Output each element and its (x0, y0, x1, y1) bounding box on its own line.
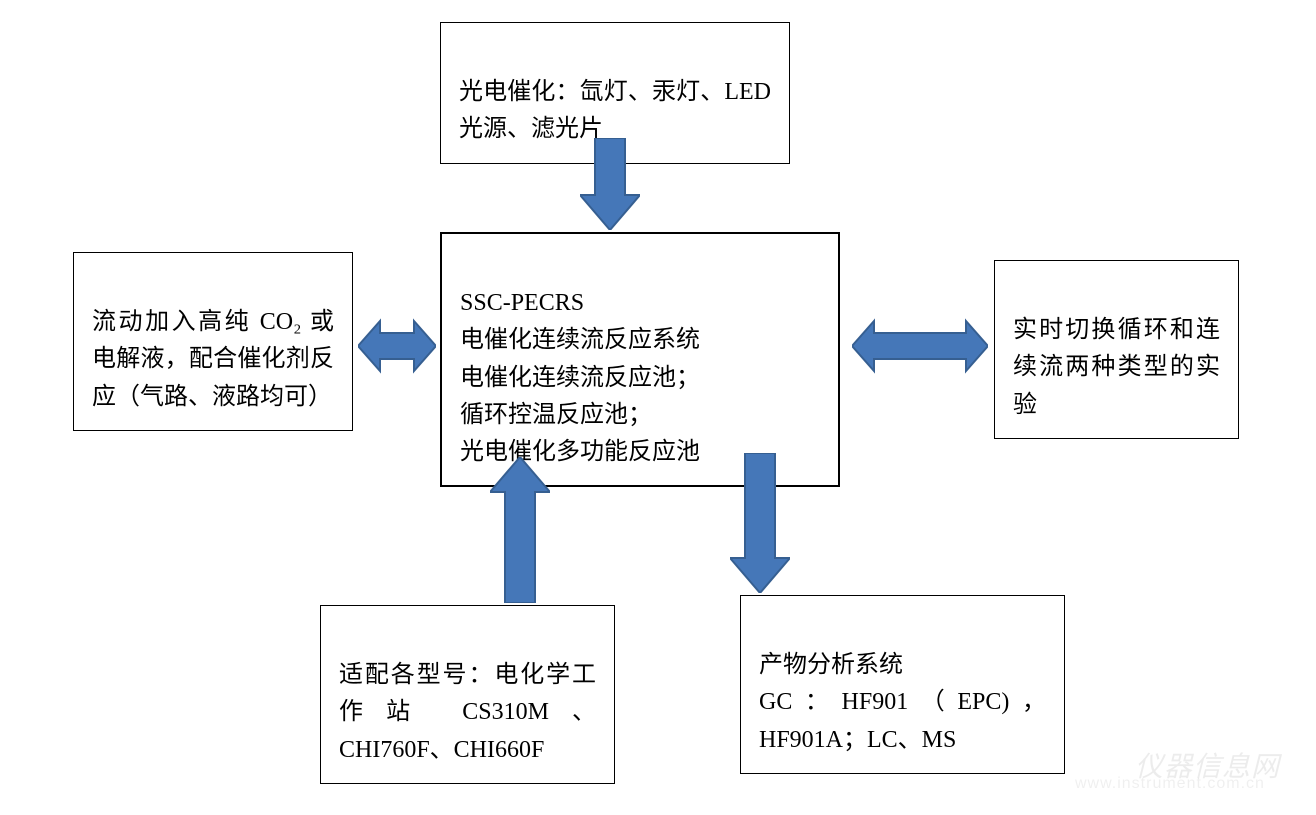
node-center-text: SSC-PECRS 电催化连续流反应系统 电催化连续流反应池； 循环控温反应池；… (460, 290, 700, 465)
node-bottomR-text: 产物分析系统 GC：HF901（EPC)，HF901A；LC、MS (759, 652, 1046, 752)
node-bottomL-text: 适配各型号：电化学工作站 CS310M、CHI760F、CHI660F (339, 662, 596, 762)
node-left: 流动加入高纯 CO₂ 或电解液，配合催化剂反应（气路、液路均可） (73, 252, 353, 431)
node-top-text: 光电催化：氙灯、汞灯、LED 光源、滤光片 (459, 79, 771, 142)
arrow-top-down (580, 138, 640, 230)
arrow-bottomR-down (730, 453, 790, 593)
watermark-url: www.instrument.com.cn (1075, 775, 1265, 793)
node-bottom-right: 产物分析系统 GC：HF901（EPC)，HF901A；LC、MS (740, 595, 1065, 774)
node-bottom-left: 适配各型号：电化学工作站 CS310M、CHI760F、CHI660F (320, 605, 615, 784)
node-center: SSC-PECRS 电催化连续流反应系统 电催化连续流反应池； 循环控温反应池；… (440, 232, 840, 487)
arrow-right-bi (852, 318, 988, 374)
node-right-text: 实时切换循环和连续流两种类型的实验 (1013, 317, 1220, 417)
arrow-left-bi (358, 318, 436, 374)
node-left-text: 流动加入高纯 CO₂ 或电解液，配合催化剂反应（气路、液路均可） (92, 309, 334, 409)
node-right: 实时切换循环和连续流两种类型的实验 (994, 260, 1239, 439)
arrow-bottomL-up (490, 457, 550, 603)
